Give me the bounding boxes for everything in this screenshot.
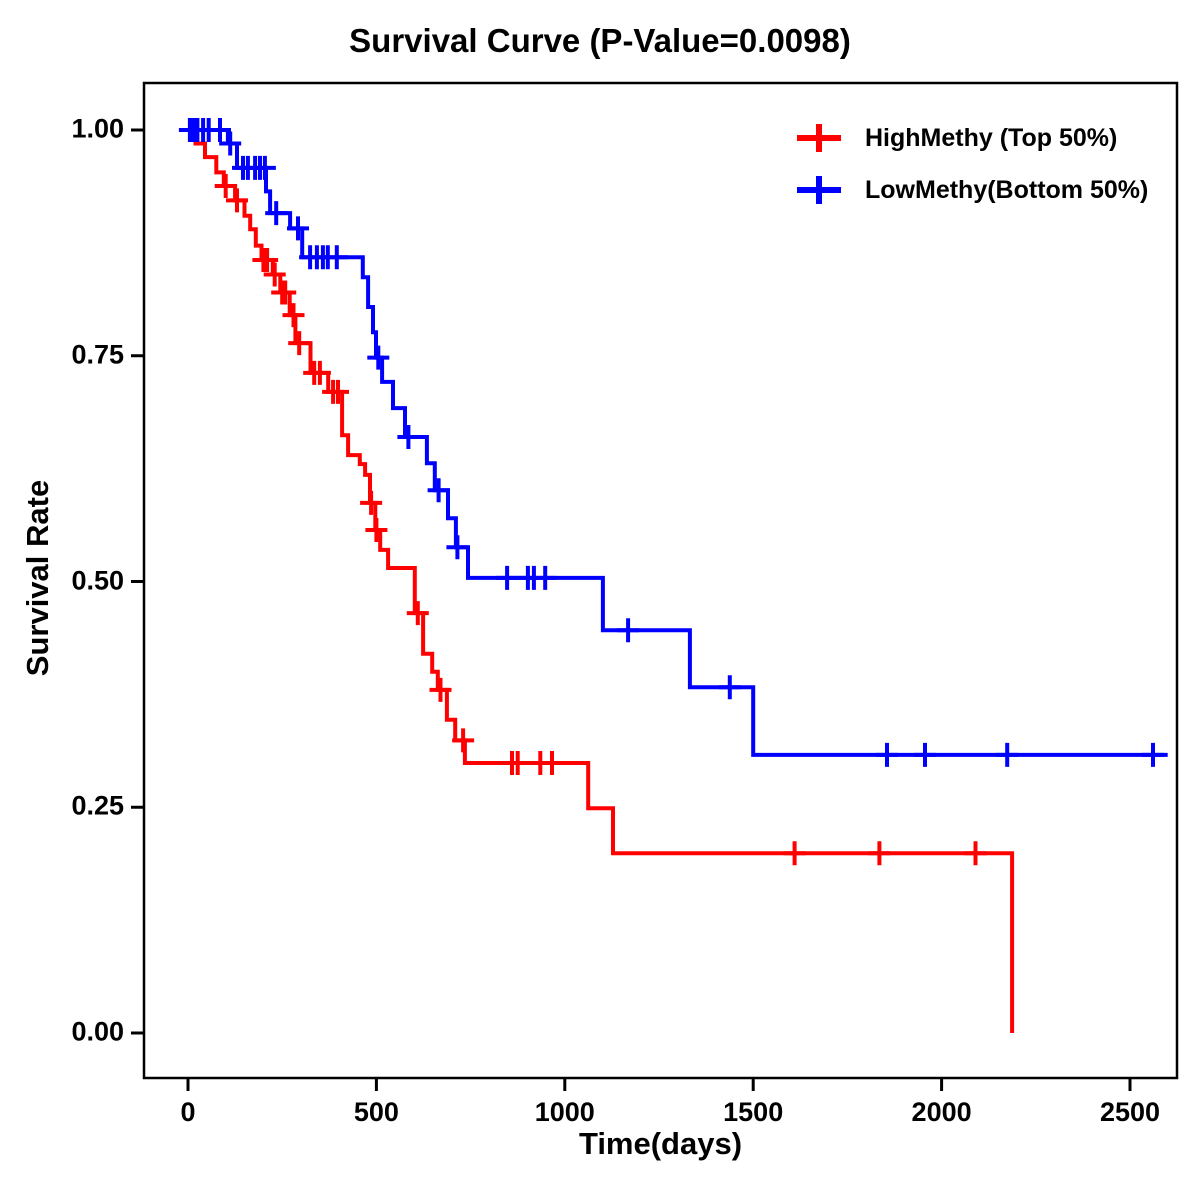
y-axis-label: Survival Rate (20, 479, 55, 677)
y-tick-label-100: 1.00 (71, 113, 124, 144)
chart-title: Survival Curve (P-Value=0.0098) (349, 22, 851, 59)
x-tick-label-500: 500 (353, 1097, 399, 1127)
x-tick-label-2500: 2500 (1099, 1097, 1161, 1127)
legend-label-highmethy: HighMethy (Top 50%) (865, 123, 1118, 152)
lowmethy-curve (188, 128, 1168, 757)
x-tick-label-1500: 1500 (723, 1097, 784, 1127)
x-axis-label: Time(days) (578, 1126, 743, 1161)
x-tick-label-0: 0 (180, 1097, 196, 1127)
plus-censor-icon (797, 124, 841, 152)
legend-row-lowmethy: LowMethy(Bottom 50%) (793, 164, 1148, 216)
y-tick-label-000: 0.00 (71, 1016, 124, 1047)
plus-censor-icon (797, 176, 841, 204)
y-tick-label-075: 0.75 (71, 339, 124, 370)
y-tick-label-050: 0.50 (71, 564, 124, 595)
legend-label-lowmethy: LowMethy(Bottom 50%) (865, 175, 1149, 204)
x-tick-label-2000: 2000 (911, 1097, 972, 1127)
y-tick-label-025: 0.25 (71, 790, 124, 821)
lowmethy-censor-marks (178, 118, 1164, 767)
legend: HighMethy (Top 50%) LowMethy(Bottom 50%) (793, 112, 1148, 216)
x-tick-label-1000: 1000 (534, 1097, 595, 1127)
legend-row-highmethy: HighMethy (Top 50%) (793, 112, 1148, 164)
